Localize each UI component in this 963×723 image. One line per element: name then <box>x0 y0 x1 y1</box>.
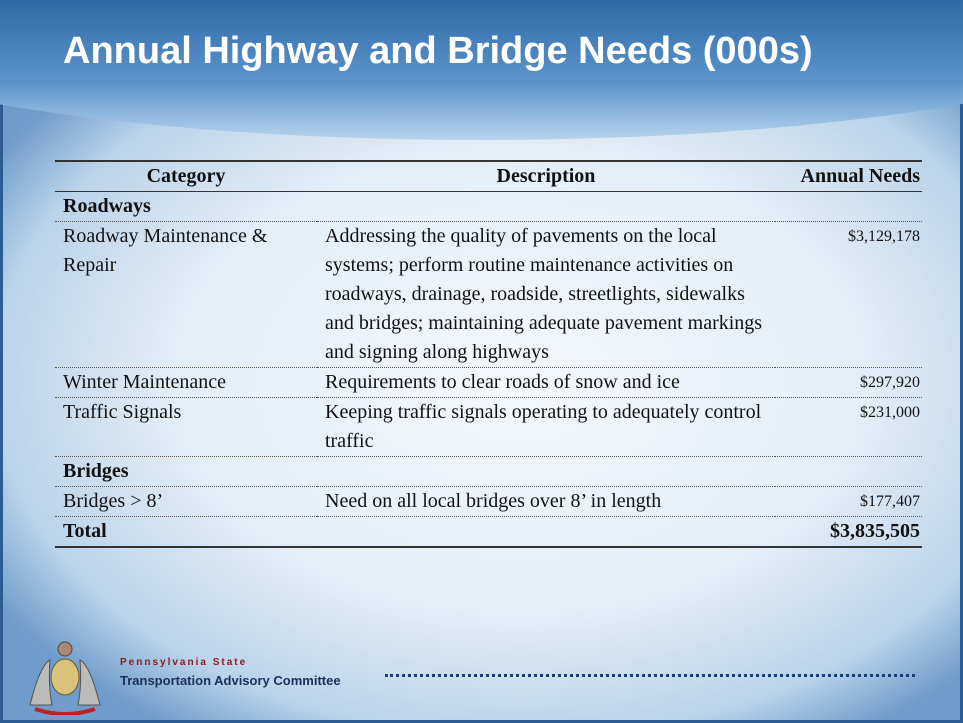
total-spacer <box>317 516 775 548</box>
footer-line: Transportation Advisory Committee <box>120 673 341 688</box>
amount: $177,407 <box>775 486 922 517</box>
data-row: Winter Maintenance Requirements to clear … <box>55 367 922 398</box>
header-cell: Category <box>55 160 317 192</box>
header-cell: Annual Needs <box>775 160 922 192</box>
description: Keeping traffic signals operating to ade… <box>317 397 775 457</box>
description: Need on all local bridges over 8’ in len… <box>317 486 775 517</box>
section-name: Bridges <box>55 456 922 487</box>
category: Winter Maintenance <box>55 367 317 398</box>
logo <box>29 641 101 715</box>
amount: $3,129,178 <box>775 221 922 368</box>
description: Requirements to clear roads of snow and … <box>317 367 775 398</box>
category: Traffic Signals <box>55 397 317 457</box>
description: Addressing the quality of pavements on t… <box>317 221 775 368</box>
footer-line: Pennsylvania State <box>120 657 248 668</box>
header-row: Category Description Annual Needs <box>55 160 922 192</box>
section-name: Roadways <box>55 191 922 222</box>
data-row: Traffic Signals Keeping traffic signals o… <box>55 397 922 457</box>
table-body: Roadways Roadway Maintenance & Repair Addr… <box>55 191 922 548</box>
total-row: Total $3,835,505 <box>55 516 922 548</box>
data-row: Roadway Maintenance & Repair Addressing t… <box>55 221 922 368</box>
dotted-rule <box>385 674 915 677</box>
amount: $231,000 <box>775 397 922 457</box>
category: Roadway Maintenance & Repair <box>55 221 317 368</box>
category: Bridges > 8’ <box>55 486 317 517</box>
title: Annual Highway and Bridge Needs (000s) <box>63 30 813 72</box>
total-label: Total <box>55 516 317 548</box>
section-row: Roadways <box>55 191 922 222</box>
header-cell: Description <box>317 160 775 192</box>
total-value: $3,835,505 <box>775 516 922 548</box>
amount: $297,920 <box>775 367 922 398</box>
data-row: Bridges > 8’ Need on all local bridges ov… <box>55 486 922 517</box>
table: Category Description Annual Needs Roadwa… <box>55 160 922 548</box>
section-row: Bridges <box>55 456 922 487</box>
title-band <box>0 0 963 140</box>
